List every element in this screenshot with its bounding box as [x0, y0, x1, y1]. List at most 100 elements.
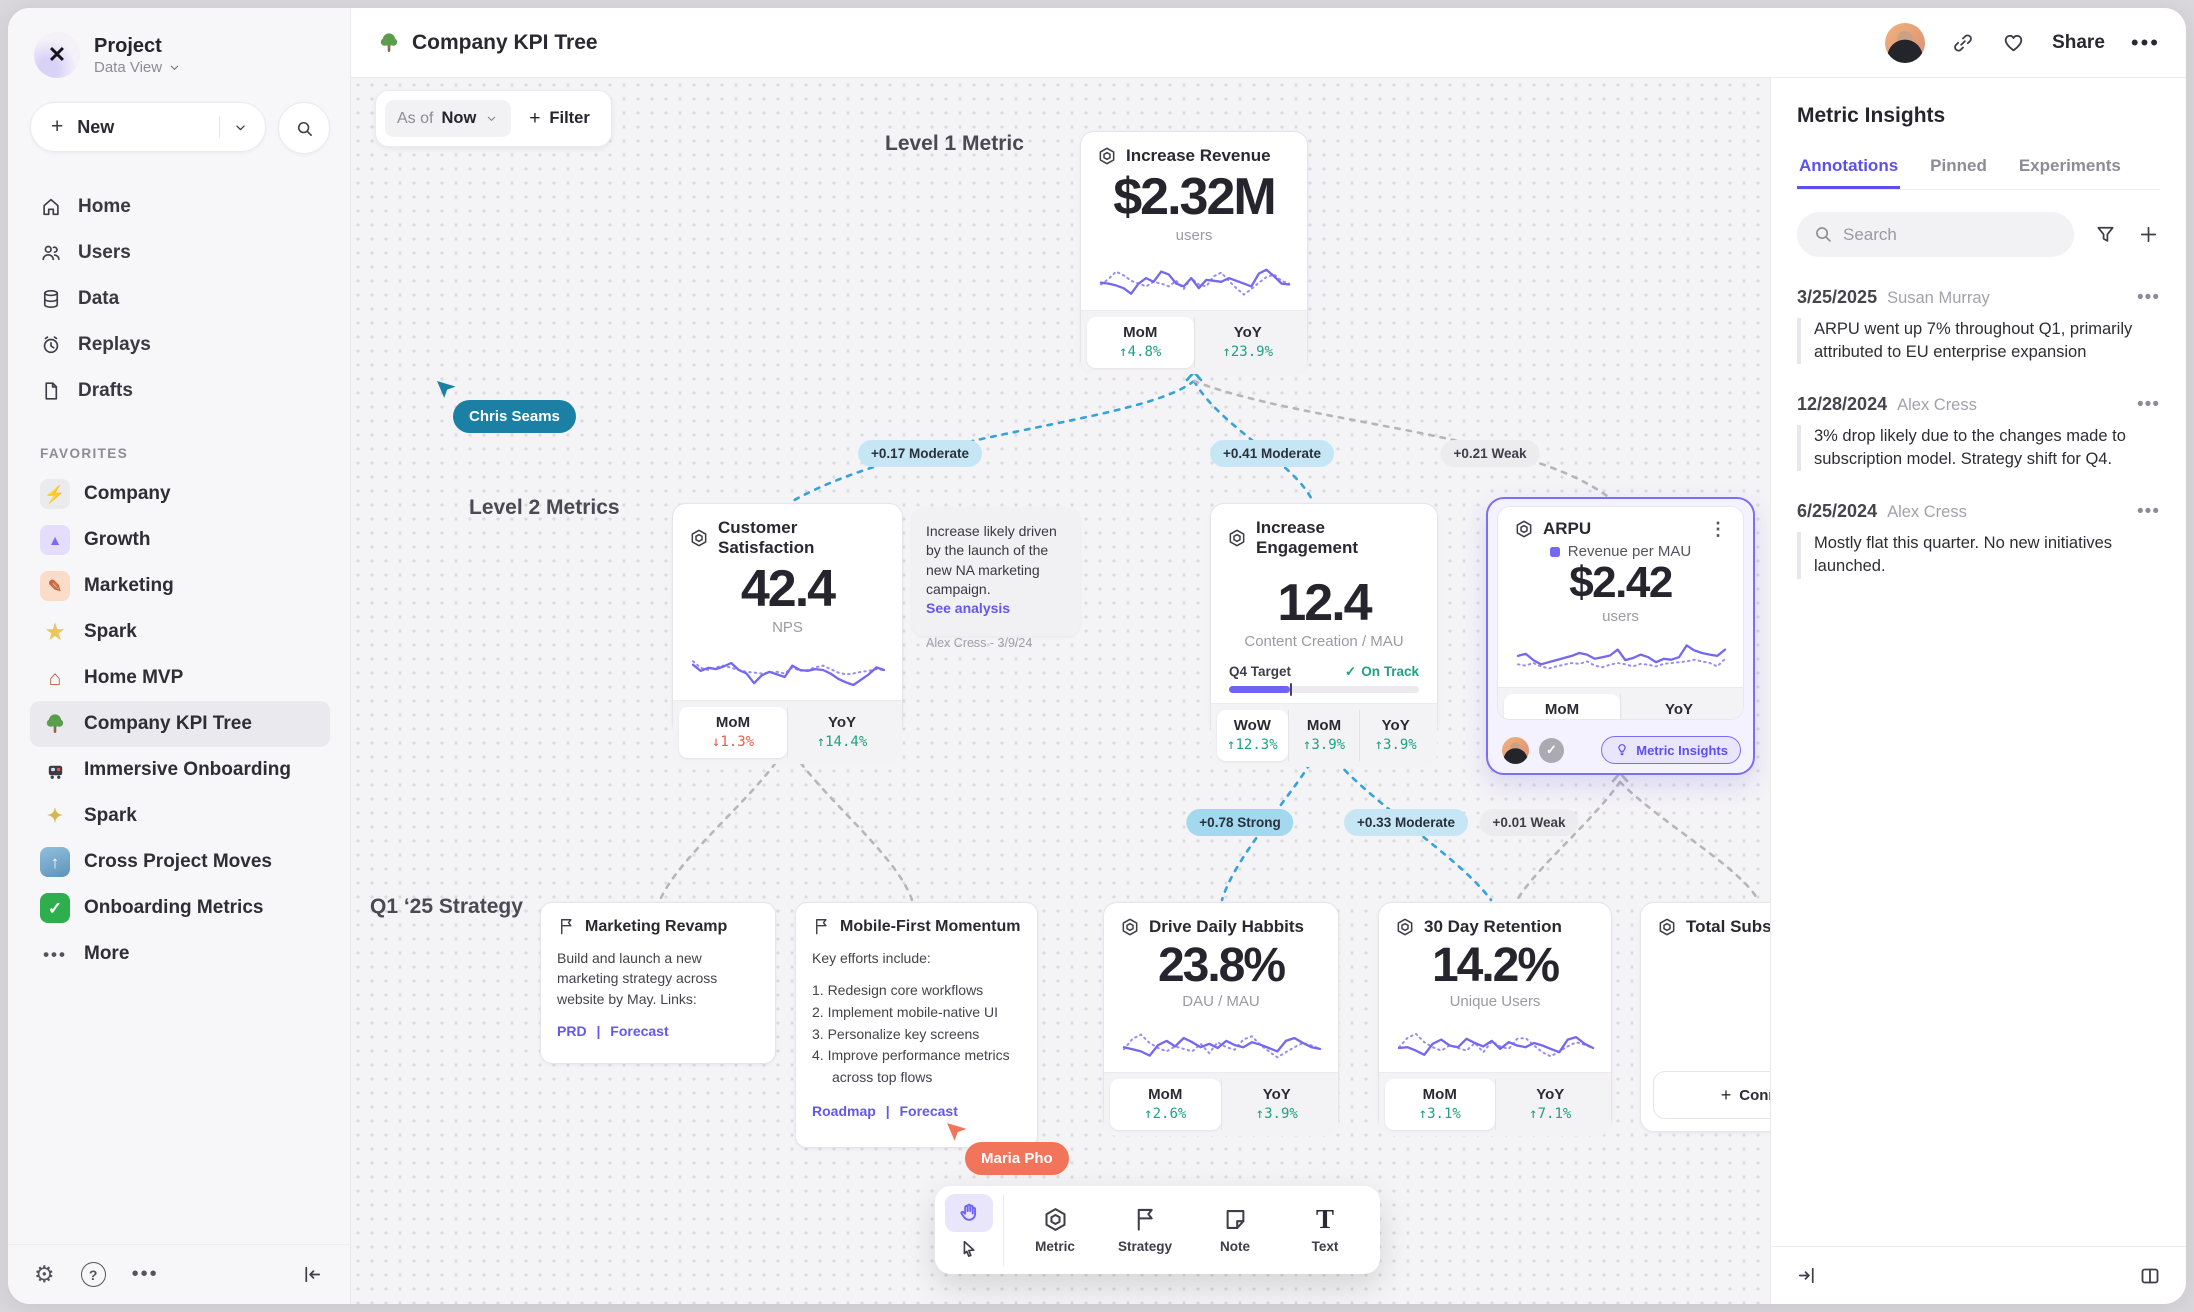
- edge-label: +0.41 Moderate: [1210, 440, 1334, 467]
- sidebar-search-button[interactable]: [278, 102, 330, 154]
- forecast-link[interactable]: Forecast: [899, 1102, 958, 1119]
- user-avatar[interactable]: [1885, 22, 1926, 63]
- arrow-up-icon: ↑: [40, 847, 70, 877]
- tab-annotations[interactable]: Annotations: [1797, 152, 1901, 189]
- forecast-link[interactable]: Forecast: [610, 1022, 669, 1039]
- sidebar-item-marketing[interactable]: ✎ Marketing: [30, 563, 330, 609]
- metric-insights-panel: Metric Insights Annotations Pinned Exper…: [1770, 78, 2186, 1304]
- delta-mom[interactable]: MoM ↑2.6%: [1110, 1079, 1221, 1131]
- as-of-selector[interactable]: As of Now: [385, 100, 512, 137]
- roadmap-link[interactable]: Roadmap: [812, 1102, 876, 1119]
- note-tool-button[interactable]: Note: [1190, 1194, 1280, 1266]
- select-tool-button[interactable]: [945, 1232, 993, 1266]
- header-more-icon[interactable]: •••: [2130, 29, 2160, 55]
- metric-card-daily-habbits[interactable]: Drive Daily Habbits 23.8% DAU / MAU MoM …: [1103, 902, 1339, 1137]
- sidebar-item-spark-2[interactable]: ✦ Spark: [30, 793, 330, 839]
- edge-label: +0.78 Strong: [1186, 809, 1294, 836]
- metric-insights-badge[interactable]: Metric Insights: [1601, 736, 1741, 764]
- strategy-tool-button[interactable]: Strategy: [1100, 1194, 1190, 1266]
- sidebar-item-home[interactable]: Home: [30, 184, 330, 230]
- metric-value: $2.42: [1569, 558, 1673, 607]
- tree-icon: [377, 31, 401, 55]
- sidebar-item-home-mvp[interactable]: ⌂ Home MVP: [30, 655, 330, 701]
- add-annotation-icon[interactable]: [2137, 223, 2160, 246]
- sidebar-item-company[interactable]: ⚡ Company: [30, 471, 330, 517]
- annotation-item[interactable]: 3/25/2025 Susan Murray ••• ARPU went up …: [1797, 287, 2160, 365]
- delta-mom[interactable]: MoM ↑3.1%: [1385, 1079, 1495, 1131]
- chevron-down-icon[interactable]: [232, 119, 249, 136]
- annotation-menu-icon[interactable]: •••: [2137, 394, 2160, 416]
- prd-link[interactable]: PRD: [557, 1022, 587, 1039]
- delta-mom[interactable]: MoM ↑3.9%: [1287, 709, 1360, 761]
- sidebar-item-company-kpi-tree[interactable]: Company KPI Tree: [30, 701, 330, 747]
- collapse-panel-icon[interactable]: [1795, 1264, 1818, 1287]
- delta-yoy[interactable]: YoY ↑9.9%: [1620, 694, 1737, 719]
- help-icon[interactable]: ?: [80, 1262, 106, 1287]
- favorite-heart-icon[interactable]: [2001, 30, 2026, 55]
- card-menu-icon[interactable]: ⋮: [1709, 519, 1727, 539]
- metric-card-retention[interactable]: 30 Day Retention 14.2% Unique Users MoM …: [1378, 902, 1612, 1137]
- metric-tool-button[interactable]: Metric: [1010, 1194, 1100, 1266]
- tab-experiments[interactable]: Experiments: [2018, 156, 2121, 175]
- insights-tabs: Annotations Pinned Experiments: [1797, 152, 2160, 190]
- more-options-icon[interactable]: •••: [131, 1263, 159, 1285]
- new-button[interactable]: + New: [30, 102, 266, 152]
- sidebar-item-replays[interactable]: Replays: [30, 322, 330, 368]
- split-panel-icon[interactable]: [2138, 1264, 2162, 1288]
- search-input[interactable]: [1797, 212, 2074, 257]
- hand-tool-button[interactable]: [945, 1194, 993, 1232]
- metric-target-icon: [1227, 528, 1247, 548]
- connect-button[interactable]: + Connect: [1653, 1071, 1770, 1119]
- sidebar-item-cross-project-moves[interactable]: ↑ Cross Project Moves: [30, 839, 330, 885]
- annotation-item[interactable]: 12/28/2024 Alex Cress ••• 3% drop likely…: [1797, 394, 2160, 472]
- sidebar-item-onboarding-metrics[interactable]: ✓ Onboarding Metrics: [30, 885, 330, 931]
- kpi-tree-canvas[interactable]: As of Now + Filter Level 1 Metric Level 2…: [351, 78, 1770, 1304]
- metric-card-customer-satisfaction[interactable]: Customer Satisfaction 42.4 NPS MoM ↓1.3%…: [672, 503, 903, 764]
- plus-icon: +: [529, 107, 541, 129]
- tab-pinned[interactable]: Pinned: [1930, 156, 1987, 175]
- metric-card-total-subscriptions[interactable]: Total Subscriptions + Connect: [1640, 902, 1770, 1132]
- annotations-search[interactable]: [1797, 212, 2074, 257]
- share-button[interactable]: Share: [2052, 31, 2105, 53]
- target-progress-bar: [1229, 682, 1419, 696]
- see-analysis-link[interactable]: See analysis: [926, 600, 1011, 617]
- filter-button[interactable]: + Filter: [529, 107, 590, 129]
- metric-card-increase-revenue[interactable]: Increase Revenue $2.32M users MoM ↑4.8% …: [1080, 131, 1308, 374]
- metric-card-increase-engagement[interactable]: Increase Engagement 12.4 Content Creatio…: [1210, 503, 1438, 767]
- delta-yoy[interactable]: YoY ↑14.4%: [787, 706, 896, 758]
- sidebar-item-users[interactable]: Users: [30, 230, 330, 276]
- project-view-selector[interactable]: Data View: [94, 59, 182, 76]
- sparkline: [1516, 644, 1727, 670]
- strategy-card-marketing-revamp[interactable]: Marketing Revamp Build and launch a new …: [540, 902, 776, 1064]
- chevron-down-icon: [484, 111, 499, 126]
- collapse-sidebar-icon[interactable]: [301, 1263, 324, 1286]
- delta-wow[interactable]: WoW ↑12.3%: [1217, 709, 1288, 761]
- delta-yoy[interactable]: YoY ↑3.9%: [1220, 1079, 1333, 1131]
- sidebar-item-drafts[interactable]: Drafts: [30, 368, 330, 414]
- annotation-item[interactable]: 6/25/2024 Alex Cress ••• Mostly flat thi…: [1797, 501, 2160, 579]
- delta-yoy[interactable]: YoY ↑7.1%: [1494, 1079, 1606, 1131]
- delta-mom[interactable]: MoM ↑27.4%: [1504, 694, 1620, 719]
- metric-card-arpu-selected[interactable]: ARPU ⋮ Revenue per MAU $2.42 users: [1486, 497, 1755, 775]
- sidebar-item-growth[interactable]: ▲ Growth: [30, 517, 330, 563]
- delta-yoy[interactable]: YoY ↑23.9%: [1193, 316, 1302, 368]
- filter-funnel-icon[interactable]: [2094, 223, 2117, 246]
- annotation-menu-icon[interactable]: •••: [2137, 501, 2160, 523]
- ellipsis-icon: •••: [43, 944, 67, 964]
- text-tool-button[interactable]: T Text: [1311, 1204, 1339, 1255]
- project-switcher[interactable]: ✕ Project Data View: [30, 30, 330, 78]
- delta-yoy[interactable]: YoY ↑3.9%: [1359, 709, 1431, 761]
- sparkline: [691, 659, 886, 686]
- sidebar-item-immersive-onboarding[interactable]: Immersive Onboarding: [30, 747, 330, 793]
- copy-link-icon[interactable]: [1951, 31, 1975, 55]
- delta-mom[interactable]: MoM ↓1.3%: [679, 706, 787, 758]
- settings-gear-icon[interactable]: ⚙: [34, 1261, 55, 1287]
- sparkline: [1397, 1032, 1595, 1058]
- sidebar-item-more[interactable]: ••• More: [30, 931, 330, 977]
- annotation-menu-icon[interactable]: •••: [2137, 287, 2160, 308]
- sidebar-item-data[interactable]: Data: [30, 276, 330, 322]
- delta-mom[interactable]: MoM ↑4.8%: [1087, 316, 1194, 368]
- annotation-note-card[interactable]: Increase likely driven by the launch of …: [912, 508, 1080, 650]
- sidebar-item-spark[interactable]: ★ Spark: [30, 609, 330, 655]
- strategy-card-mobile-first[interactable]: Mobile-First Momentum Key efforts includ…: [795, 902, 1038, 1148]
